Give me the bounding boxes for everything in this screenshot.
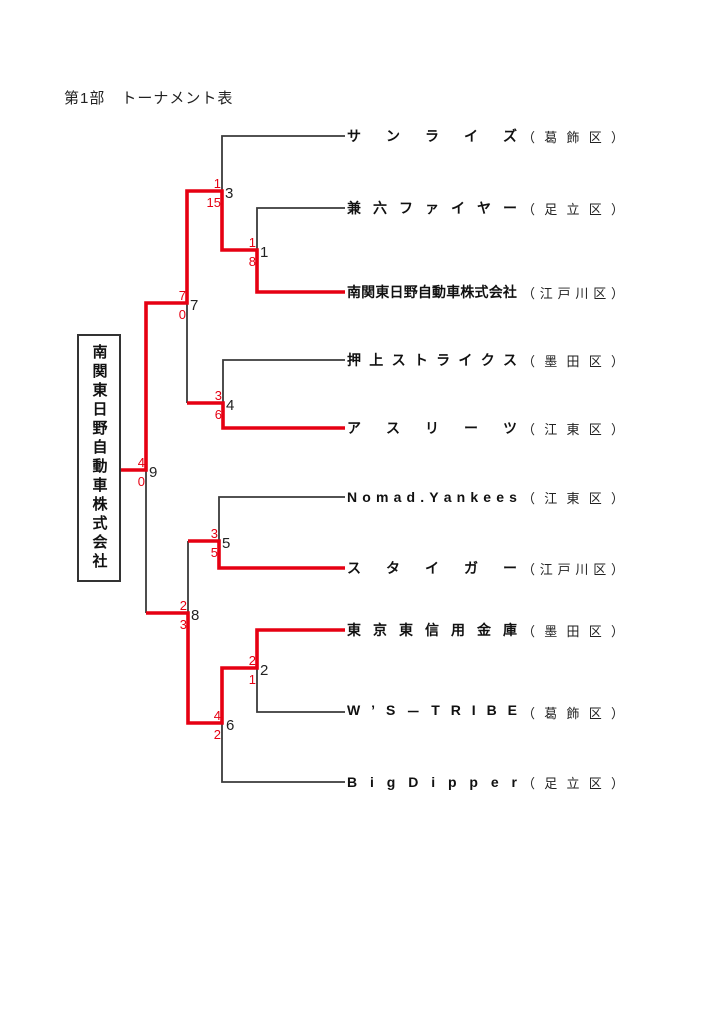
game5-bottom-score: 5 bbox=[211, 545, 218, 560]
game3-bottom-score: 15 bbox=[207, 195, 221, 210]
team-district: （墨田区） bbox=[522, 623, 624, 639]
team-name: W’ S － T R I B E bbox=[347, 702, 517, 720]
champion-name: 南関東日野自動車株式会社 bbox=[90, 344, 108, 572]
game4-bottom-score: 6 bbox=[215, 407, 222, 422]
game-number-labels: 3 1 7 4 9 5 8 2 6 bbox=[149, 185, 268, 734]
winner-path-minamikanto-hino bbox=[121, 189, 345, 472]
winner-path-tokyohigashi-shinkin bbox=[146, 611, 345, 725]
winner-path-athleats bbox=[187, 401, 345, 430]
game7-number: 7 bbox=[190, 297, 198, 314]
game3-top-score: 1 bbox=[214, 176, 221, 191]
score-labels: 1 15 1 8 7 0 3 6 4 0 3 5 2 3 2 1 4 2 bbox=[138, 176, 256, 742]
game2-top-score: 2 bbox=[249, 653, 256, 668]
game1-bottom-score: 8 bbox=[249, 254, 256, 269]
game5-number: 5 bbox=[222, 535, 230, 552]
game3-number: 3 bbox=[225, 185, 233, 202]
game4-number: 4 bbox=[226, 397, 234, 414]
team-name: スタイガー bbox=[347, 560, 517, 576]
page-title: 第1部 トーナメント表 bbox=[64, 90, 234, 107]
game8-bottom-score: 3 bbox=[180, 617, 187, 632]
line-nomad-yankees bbox=[218, 496, 345, 541]
game7-bottom-score: 0 bbox=[179, 307, 186, 322]
line-bigdipper bbox=[221, 723, 345, 783]
team-district: （江東区） bbox=[522, 421, 624, 437]
game8-top-score: 2 bbox=[180, 598, 187, 613]
game9-bottom-score: 0 bbox=[138, 474, 145, 489]
team-district: （江戸川区） bbox=[522, 561, 624, 577]
winner-branches bbox=[121, 189, 345, 725]
game6-bottom-score: 2 bbox=[214, 727, 221, 742]
team-name: 南関東日野自動車株式会社 bbox=[347, 284, 517, 300]
loser-branches bbox=[145, 135, 345, 783]
game5-top-score: 3 bbox=[211, 526, 218, 541]
game9-number: 9 bbox=[149, 464, 157, 481]
line-sunrise bbox=[221, 135, 345, 191]
game6-number: 6 bbox=[226, 717, 234, 734]
game9-top-score: 4 bbox=[138, 455, 145, 470]
game6-top-score: 4 bbox=[214, 708, 221, 723]
team-district: （葛飾区） bbox=[522, 705, 624, 721]
champion-box: 南関東日野自動車株式会社 bbox=[77, 334, 121, 582]
game8-number: 8 bbox=[191, 607, 199, 624]
team-district: （江戸川区） bbox=[522, 285, 624, 301]
game7-top-score: 7 bbox=[179, 288, 186, 303]
team-row-athleats: アスリーツ （江東区） bbox=[347, 418, 637, 438]
team-district: （足立区） bbox=[522, 775, 624, 791]
team-name: 兼六ファイヤー bbox=[347, 200, 517, 216]
team-row-minamikanto-hino: 南関東日野自動車株式会社 （江戸川区） bbox=[347, 282, 637, 302]
game4-top-score: 3 bbox=[215, 388, 222, 403]
team-name: サンライズ bbox=[347, 128, 517, 144]
team-row-tokyohigashi-shinkin: 東京東信用金庫 （墨田区） bbox=[347, 620, 637, 640]
team-district: （足立区） bbox=[522, 201, 624, 217]
game2-number: 2 bbox=[260, 662, 268, 679]
team-row-staiger: スタイガー （江戸川区） bbox=[347, 558, 637, 578]
team-row-kenroku-fire: 兼六ファイヤー （足立区） bbox=[347, 198, 637, 218]
game1-number: 1 bbox=[260, 244, 268, 261]
line-ws-tribe bbox=[256, 668, 345, 713]
team-name: 押上ストライクス bbox=[347, 352, 517, 368]
line-oshiage-strikes bbox=[222, 359, 345, 403]
team-row-sunrise: サンライズ （葛飾区） bbox=[347, 126, 637, 146]
team-district: （江東区） bbox=[522, 490, 624, 506]
team-row-oshiage-strikes: 押上ストライクス （墨田区） bbox=[347, 350, 637, 370]
team-row-ws-tribe: W’ S － T R I B E （葛飾区） bbox=[347, 702, 637, 722]
team-district: （墨田区） bbox=[522, 353, 624, 369]
team-name: アスリーツ bbox=[347, 420, 517, 436]
game2-bottom-score: 1 bbox=[249, 672, 256, 687]
team-name: 東京東信用金庫 bbox=[347, 622, 517, 638]
team-district: （葛飾区） bbox=[522, 129, 624, 145]
line-kenroku-fire bbox=[256, 207, 345, 250]
winner-path-staiger bbox=[188, 539, 345, 570]
game1-top-score: 1 bbox=[249, 235, 256, 250]
